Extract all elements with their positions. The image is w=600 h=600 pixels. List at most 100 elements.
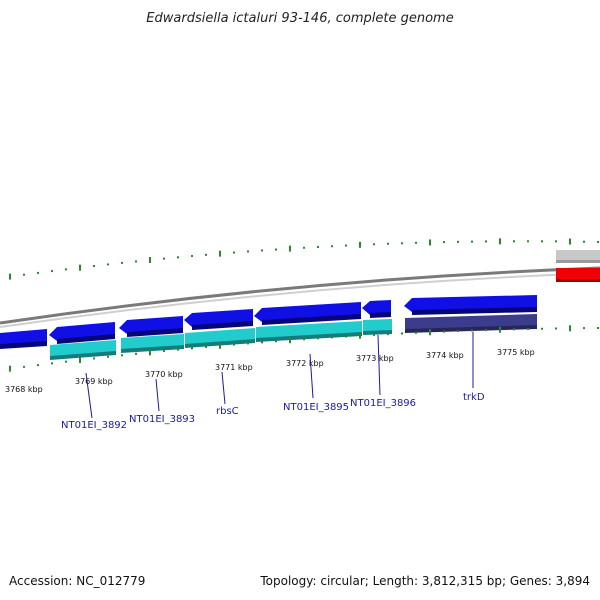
tick-mark	[499, 238, 501, 245]
leader-line	[221, 371, 226, 405]
cds-block-shadow	[256, 332, 362, 342]
tick-mark	[79, 264, 81, 271]
tick-mark	[331, 336, 333, 339]
tick-mark	[373, 243, 375, 246]
ruler-label: 3775 kbp	[497, 348, 535, 357]
genome-title: Edwardsiella ictaluri 93-146, complete g…	[146, 11, 453, 26]
tick-mark	[191, 255, 193, 258]
tick-mark	[527, 328, 529, 331]
tick-mark	[527, 240, 529, 243]
other-feature-shadow	[556, 260, 600, 263]
tick-mark	[359, 241, 361, 248]
tick-mark	[149, 349, 151, 356]
gene-arrow-trkd[interactable]	[404, 295, 537, 312]
cds-block-shadow	[405, 325, 537, 333]
cds-block-shadow	[121, 345, 184, 353]
gene-label-trkd[interactable]: trkD	[463, 392, 485, 403]
tick-mark	[303, 338, 305, 341]
gene-arrow-shadow	[0, 341, 47, 349]
tick-mark	[555, 240, 557, 243]
tick-mark	[135, 260, 137, 263]
tick-mark	[233, 343, 235, 346]
tick-mark	[597, 240, 599, 243]
tick-mark	[317, 245, 319, 248]
rna-feature-shadow	[556, 279, 600, 282]
leader-line	[377, 334, 381, 396]
gene-arrow-nt01ei-3896[interactable]	[362, 300, 391, 315]
tick-mark	[541, 327, 543, 330]
tick-mark	[205, 346, 207, 349]
gene-track	[0, 295, 537, 349]
gene-arrow-shadow	[127, 328, 183, 337]
leader-line	[309, 353, 314, 399]
tick-mark	[107, 263, 109, 266]
tick-mark	[275, 340, 277, 343]
tick-mark	[121, 261, 123, 264]
gene-arrow-shadow	[370, 312, 391, 318]
tick-mark	[191, 347, 193, 350]
other-feature-track[interactable]	[556, 250, 600, 263]
gene-label-nt01ei-3896[interactable]: NT01EI_3896	[350, 398, 416, 409]
tick-mark	[471, 329, 473, 332]
gene-arrow-shadow	[412, 307, 537, 315]
tick-mark	[247, 250, 249, 253]
tick-mark	[443, 330, 445, 333]
ruler-label: 3772 kbp	[286, 359, 324, 368]
tick-mark	[345, 244, 347, 247]
tick-mark	[177, 348, 179, 351]
tick-mark	[583, 327, 585, 330]
gene-label-leaders	[85, 332, 474, 419]
tick-mark	[37, 271, 39, 274]
tick-mark	[387, 333, 389, 336]
tick-mark	[65, 360, 67, 363]
ruler-label: 3774 kbp	[426, 351, 464, 360]
tick-mark	[513, 328, 515, 331]
tick-mark	[457, 330, 459, 333]
other-feature[interactable]	[556, 250, 600, 260]
accession-text: Accession: NC_012779	[9, 574, 146, 588]
backbone-ring	[0, 266, 600, 325]
tick-mark	[429, 329, 431, 336]
tick-mark	[471, 240, 473, 243]
tick-mark	[429, 239, 431, 246]
gene-label-rbsc[interactable]: rbsC	[216, 406, 239, 417]
tick-mark	[597, 327, 599, 330]
tick-mark	[261, 341, 263, 344]
tick-mark	[541, 240, 543, 243]
tick-mark	[219, 342, 221, 349]
gene-arrow-shadow	[57, 334, 115, 344]
tick-mark	[569, 325, 571, 332]
tick-mark	[9, 365, 11, 372]
tick-mark	[177, 256, 179, 259]
cds-block-nt01ei-3896[interactable]	[363, 319, 392, 332]
tick-mark	[163, 257, 165, 260]
ruler-label: 3768 kbp	[5, 385, 43, 394]
gene-label-nt01ei-3893[interactable]: NT01EI_3893	[129, 414, 195, 425]
tick-mark	[485, 329, 487, 332]
gene-label-nt01ei-3892[interactable]: NT01EI_3892	[61, 420, 127, 431]
rna-feature[interactable]	[556, 268, 600, 279]
tick-mark	[9, 273, 11, 280]
ruler-labels: 3768 kbp 3769 kbp 3770 kbp 3771 kbp 3772…	[5, 348, 535, 394]
gene-label-nt01ei-3895[interactable]: NT01EI_3895	[283, 402, 349, 413]
tick-mark	[359, 332, 361, 339]
tick-mark	[583, 240, 585, 243]
tick-mark	[289, 337, 291, 344]
tick-mark	[443, 241, 445, 244]
tick-mark	[485, 240, 487, 243]
tick-mark	[345, 335, 347, 338]
ruler-label: 3770 kbp	[145, 370, 183, 379]
leader-line	[85, 372, 93, 419]
tick-mark	[373, 333, 375, 336]
tick-mark	[387, 242, 389, 245]
tick-mark	[219, 250, 221, 257]
rna-feature-track[interactable]	[556, 268, 600, 282]
tick-mark	[37, 364, 39, 367]
tick-mark	[317, 337, 319, 340]
outer-tick-track	[9, 238, 599, 280]
tick-mark	[499, 326, 501, 333]
tick-mark	[401, 242, 403, 245]
gene-arrow-shadow	[262, 314, 361, 325]
genome-summary-text: Topology: circular; Length: 3,812,315 bp…	[260, 574, 590, 588]
tick-mark	[289, 245, 291, 252]
